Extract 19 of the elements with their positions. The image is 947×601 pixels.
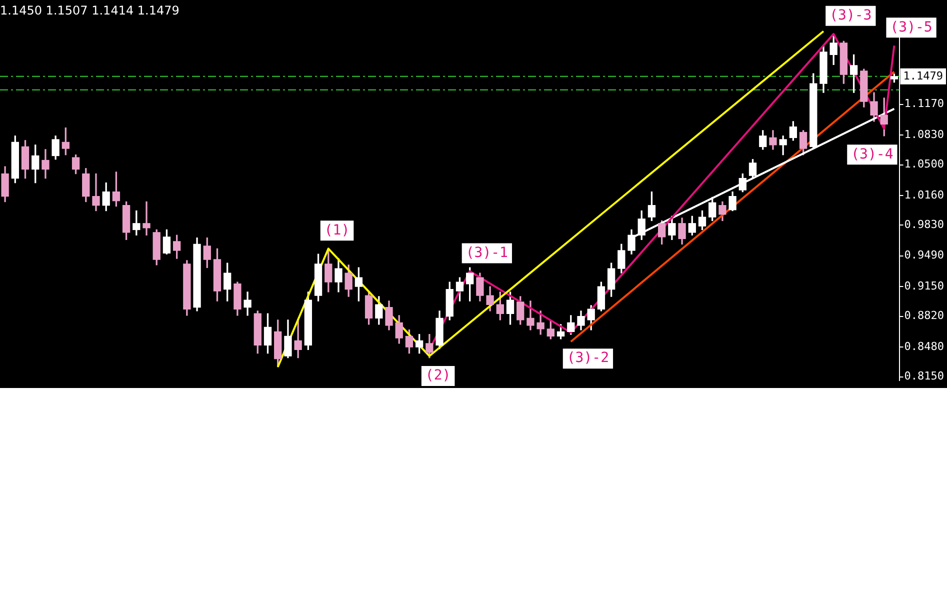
- annotation: (3)-1: [466, 244, 508, 261]
- y-tick-label: 0.8820: [904, 309, 944, 322]
- y-tick-label: 1.0160: [904, 188, 944, 202]
- annotation: (3)-3: [830, 8, 872, 24]
- y-tick-label: 0.8150: [904, 370, 944, 383]
- annotation: (3)-5: [890, 19, 932, 36]
- annotation: (3)-4: [851, 146, 894, 162]
- annotation: (3)-2: [566, 350, 610, 366]
- annotation: (1): [324, 222, 350, 238]
- ref-line-label: 1.1479: [903, 69, 944, 82]
- y-tick-label: 1.1170: [904, 97, 944, 110]
- y-tick-label: 1.0830: [904, 128, 944, 141]
- annotation: (2): [425, 368, 451, 384]
- y-tick-label: 0.8480: [904, 340, 944, 353]
- y-tick-label: 0.9490: [904, 248, 944, 262]
- chart-title: 1.1450 1.1507 1.1414 1.1479: [0, 3, 180, 18]
- y-tick-label: 1.0500: [904, 158, 944, 171]
- y-tick-label: 0.9830: [904, 218, 944, 232]
- y-tick-label: 0.9150: [904, 279, 944, 292]
